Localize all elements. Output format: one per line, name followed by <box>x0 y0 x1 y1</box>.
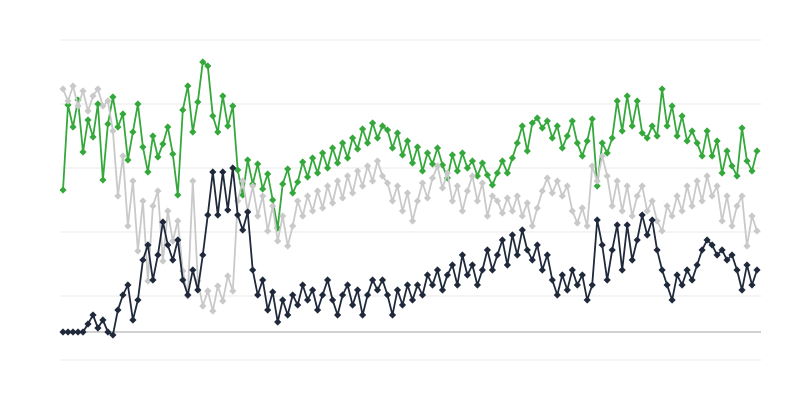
series-gray-markers <box>59 82 761 315</box>
series-navy-line <box>62 167 758 336</box>
series-green-line <box>62 61 758 229</box>
